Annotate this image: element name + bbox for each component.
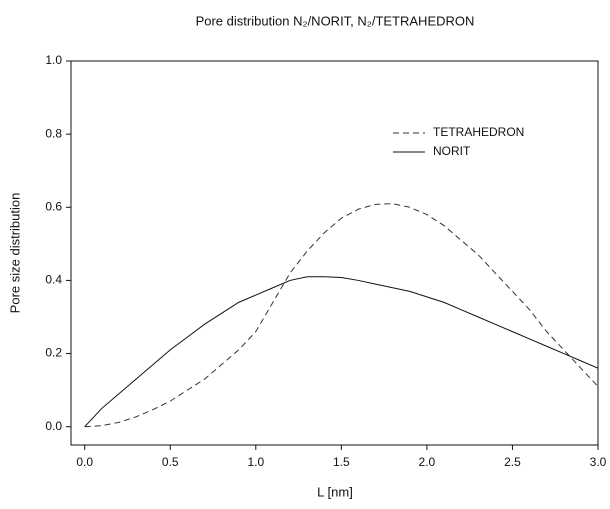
x-tick-label: 1.5 (333, 455, 350, 469)
plot-frame (70, 60, 599, 446)
x-tick-label: 3.0 (590, 455, 607, 469)
series-line (84, 276, 599, 428)
y-tick-label: 0.4 (45, 273, 62, 287)
legend-label: TETRAHEDRON (433, 125, 524, 139)
legend-label: NORIT (433, 144, 471, 158)
y-tick-label: 0.2 (45, 346, 62, 360)
chart-title: Pore distribution N₂/NORIT, N₂/TETRAHEDR… (196, 13, 475, 28)
x-tick-label: 2.5 (504, 455, 521, 469)
x-tick-label: 1.0 (247, 455, 264, 469)
y-tick-label: 0.6 (45, 199, 62, 213)
y-axis-label: Pore size distribution (7, 193, 22, 314)
y-tick-label: 0.0 (45, 419, 62, 433)
series-line (84, 203, 599, 428)
x-tick-label: 0.0 (76, 455, 93, 469)
y-tick-label: 1.0 (45, 53, 62, 67)
x-tick-label: 2.0 (419, 455, 436, 469)
y-tick-label: 0.8 (45, 126, 62, 140)
x-tick-label: 0.5 (162, 455, 179, 469)
x-axis-label: L [nm] (317, 484, 353, 499)
